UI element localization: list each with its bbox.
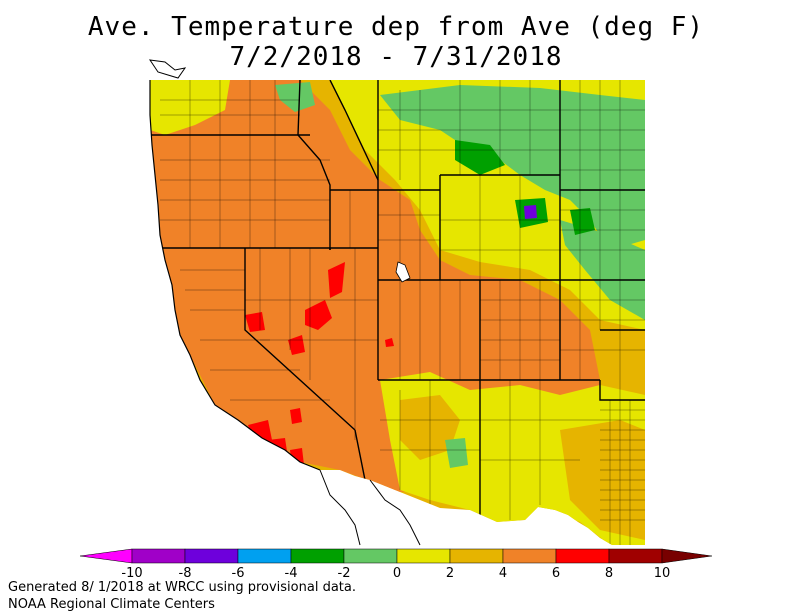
source-credit: NOAA Regional Climate Centers — [8, 597, 215, 612]
hot-spot-nevada-central — [305, 300, 332, 330]
legend-swatch-9 — [555, 548, 610, 564]
legend-tick-label: 6 — [552, 566, 560, 581]
hot-spot-socal-2 — [268, 438, 288, 460]
coastline — [149, 80, 321, 471]
cool-zone-idaho — [275, 82, 315, 112]
legend-tick-label: 2 — [446, 566, 454, 581]
legend-tick-labels: -10 -8 -6 -4 -2 0 2 4 6 8 10 — [121, 566, 670, 581]
legend-swatch-6 — [396, 548, 451, 564]
legend-swatch-5 — [343, 548, 398, 564]
green-spot-arizona — [445, 438, 468, 468]
legend-tick-label: 0 — [393, 566, 401, 581]
generated-note: Generated 8/ 1/2018 at WRCC using provis… — [8, 580, 356, 595]
legend-swatch-above-10 — [661, 548, 713, 564]
legend-tick-label: 8 — [605, 566, 613, 581]
legend-swatch-2 — [184, 548, 239, 564]
green-spot-dakota — [570, 208, 595, 235]
blue-spot-wyoming — [524, 205, 537, 219]
legend-swatch-below-minus10 — [79, 548, 133, 564]
legend-colorbar — [79, 548, 713, 564]
legend-tick-label: -2 — [338, 566, 351, 581]
baja-outline — [319, 469, 361, 546]
legend-tick-label: -8 — [179, 566, 192, 581]
legend-tick-label: 4 — [499, 566, 507, 581]
hot-spot-utah — [385, 338, 394, 347]
cool-zone-dakota — [560, 220, 645, 320]
map-title: Ave. Temperature dep from Ave (deg F) — [87, 12, 705, 42]
legend-swatch-3 — [237, 548, 292, 564]
hot-spot-socal-3 — [290, 408, 302, 424]
legend-tick-label: -10 — [121, 566, 142, 581]
legend-swatch-10 — [608, 548, 663, 564]
legend-swatch-1 — [131, 548, 186, 564]
cool-zone-montana — [380, 85, 645, 250]
legend-swatch-4 — [290, 548, 345, 564]
great-salt-lake — [395, 261, 411, 283]
legend-swatch-8 — [502, 548, 557, 564]
county-lines — [160, 80, 645, 545]
state-boundaries — [150, 80, 645, 525]
legend-swatch-7 — [449, 548, 504, 564]
legend-tick-label: 10 — [654, 566, 671, 581]
green-spot-montana — [455, 140, 505, 175]
hot-spot-nevada-north — [328, 262, 345, 298]
legend-tick-label: -4 — [285, 566, 298, 581]
puget-islands — [148, 59, 187, 79]
mexico-outline — [369, 479, 421, 546]
map-date-range: 7/2/2018 - 7/31/2018 — [229, 42, 563, 72]
legend-tick-label: -6 — [232, 566, 245, 581]
